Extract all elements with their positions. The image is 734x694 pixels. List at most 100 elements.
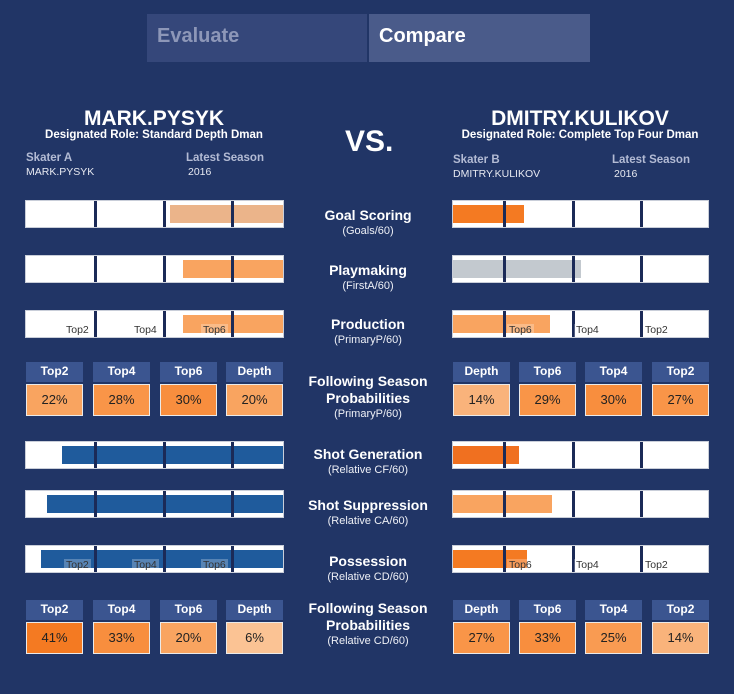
tier-label: Top4 xyxy=(132,559,159,572)
probability-header: Top2 xyxy=(652,600,709,620)
tier-tick xyxy=(163,201,166,227)
shot-suppression-bar-b xyxy=(452,490,709,518)
tier-tick xyxy=(640,491,643,517)
tier-tick xyxy=(231,256,234,282)
probability-header: Top6 xyxy=(519,600,576,620)
tier-label: Top6 xyxy=(201,324,228,337)
tier-label: Top2 xyxy=(64,324,91,337)
tier-tick xyxy=(640,546,643,572)
probability-header: Top6 xyxy=(160,600,217,620)
tab-evaluate[interactable]: Evaluate xyxy=(147,14,367,62)
bar-fill xyxy=(169,205,283,223)
probability-value: 41% xyxy=(26,622,83,654)
possession-bar-b: Top6 Top4 Top2 xyxy=(452,545,709,573)
season-b-label: Latest Season xyxy=(612,154,690,166)
production-bar-a: Top2 Top4 Top6 xyxy=(25,310,284,338)
tier-label: Top6 xyxy=(201,559,228,572)
probability-header: Top4 xyxy=(93,600,150,620)
metric-probabilities-possession: Following Season Probabilities (Relative… xyxy=(292,600,444,648)
metric-shot-generation: Shot Generation (Relative CF/60) xyxy=(292,446,444,477)
tier-tick xyxy=(231,201,234,227)
skater-a-select[interactable]: MARK.PYSYK xyxy=(26,166,95,178)
metric-title: Production xyxy=(331,316,405,332)
tier-label: Top4 xyxy=(574,559,601,572)
bar-fill xyxy=(453,205,525,223)
probability-value: 6% xyxy=(226,622,283,654)
goal-scoring-bar-b xyxy=(452,200,709,228)
probability-header: Top4 xyxy=(585,600,642,620)
bar-fill xyxy=(453,495,553,513)
metric-title: Goal Scoring xyxy=(324,207,412,223)
tier-label: Top2 xyxy=(64,559,91,572)
tier-tick xyxy=(572,491,575,517)
probability-header: Top2 xyxy=(652,362,709,382)
probability-value: 30% xyxy=(160,384,217,416)
possession-bar-a: Top2 Top4 Top6 xyxy=(25,545,284,573)
probability-header: Top6 xyxy=(519,362,576,382)
metric-title: Possession xyxy=(329,553,407,569)
tier-tick xyxy=(503,546,506,572)
probability-value: 20% xyxy=(160,622,217,654)
probability-value: 25% xyxy=(585,622,642,654)
tier-tick xyxy=(572,256,575,282)
probability-value: 28% xyxy=(93,384,150,416)
metric-title: Shot Generation xyxy=(313,446,423,462)
tab-compare[interactable]: Compare xyxy=(369,14,590,62)
metric-playmaking: Playmaking (FirstA/60) xyxy=(292,262,444,293)
tier-tick xyxy=(94,442,97,468)
skater-a-role: Designated Role: Standard Depth Dman xyxy=(45,129,263,141)
skater-b-role: Designated Role: Complete Top Four Dman xyxy=(461,129,699,141)
skater-b-name: DMITRY.KULIKOV xyxy=(491,107,669,130)
metric-probabilities-production: Following Season Probabilities (PrimaryP… xyxy=(292,373,444,421)
bar-fill xyxy=(41,550,283,568)
tier-tick xyxy=(640,311,643,337)
tier-label: Top4 xyxy=(574,324,601,337)
probability-header: Top2 xyxy=(26,600,83,620)
probability-value: 14% xyxy=(453,384,510,416)
metric-title: Playmaking xyxy=(329,262,407,278)
probability-value: 14% xyxy=(652,622,709,654)
tier-tick xyxy=(503,201,506,227)
probability-value: 27% xyxy=(652,384,709,416)
season-a-select[interactable]: 2016 xyxy=(188,166,212,178)
tier-label: Top4 xyxy=(132,324,159,337)
probability-value: 33% xyxy=(519,622,576,654)
metric-title: Following Season Probabilities xyxy=(308,600,428,633)
tier-tick xyxy=(231,491,234,517)
probability-value: 33% xyxy=(93,622,150,654)
tier-tick xyxy=(503,256,506,282)
season-a-label: Latest Season xyxy=(186,152,264,164)
bar-fill xyxy=(61,446,283,464)
season-b-select[interactable]: 2016 xyxy=(614,168,638,180)
skater-b-label: Skater B xyxy=(453,154,500,166)
metric-subtitle: (PrimaryP/60) xyxy=(334,334,402,346)
probability-header: Top2 xyxy=(26,362,83,382)
probability-header: Depth xyxy=(226,362,283,382)
tier-tick xyxy=(163,442,166,468)
tier-tick xyxy=(231,311,234,337)
metric-possession: Possession (Relative CD/60) xyxy=(292,553,444,584)
tier-tick xyxy=(572,311,575,337)
tier-label: Top6 xyxy=(507,559,534,572)
metric-subtitle: (Goals/60) xyxy=(342,225,394,237)
probability-header: Depth xyxy=(453,362,510,382)
probability-value: 27% xyxy=(453,622,510,654)
metric-shot-suppression: Shot Suppression (Relative CA/60) xyxy=(292,497,444,528)
skater-a-name: MARK.PYSYK xyxy=(83,107,225,130)
probability-value: 30% xyxy=(585,384,642,416)
goal-scoring-bar-a xyxy=(25,200,284,228)
metric-subtitle: (Relative CD/60) xyxy=(327,635,409,647)
bar-fill xyxy=(453,315,550,333)
tier-tick xyxy=(163,491,166,517)
probability-header: Top6 xyxy=(160,362,217,382)
skater-b-select[interactable]: DMITRY.KULIKOV xyxy=(453,168,541,180)
bar-fill xyxy=(453,260,581,278)
tier-tick xyxy=(94,311,97,337)
tier-tick xyxy=(572,201,575,227)
probability-header: Top4 xyxy=(585,362,642,382)
metric-subtitle: (PrimaryP/60) xyxy=(334,408,402,420)
probability-value: 22% xyxy=(26,384,83,416)
playmaking-bar-a xyxy=(25,255,284,283)
metric-production: Production (PrimaryP/60) xyxy=(292,316,444,347)
tier-label: Top2 xyxy=(643,559,670,572)
